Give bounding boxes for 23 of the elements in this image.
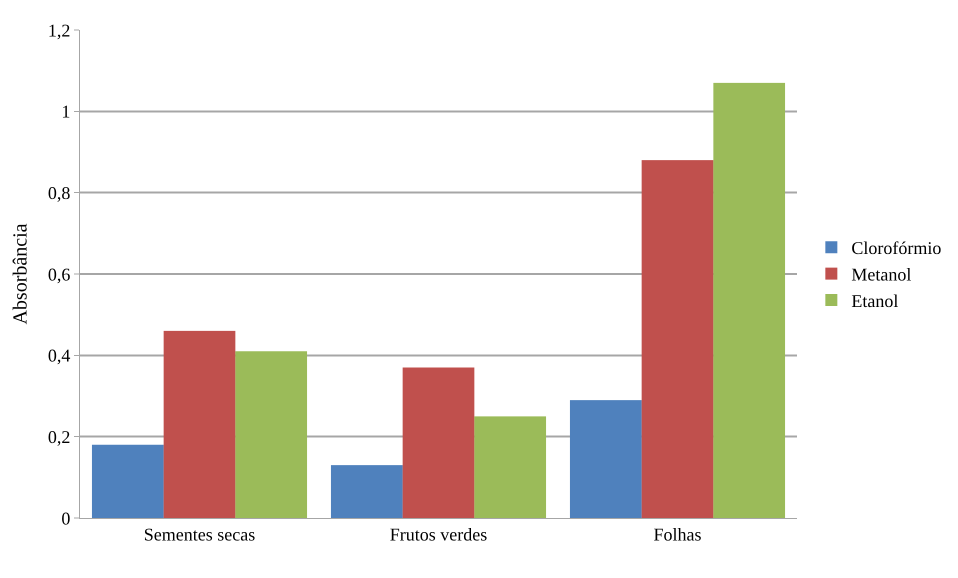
bar (330, 465, 403, 518)
y-tick-label: 1,2 (48, 20, 70, 40)
x-tick-label: Frutos verdes (390, 524, 488, 545)
bar (164, 330, 236, 518)
bar (713, 82, 786, 518)
y-axis-title: Absorbância (9, 223, 32, 325)
bar (92, 444, 164, 518)
x-tick-label: Folhas (653, 524, 702, 545)
bar (474, 416, 546, 518)
y-tick-label: 0,8 (48, 182, 70, 203)
bar (570, 400, 642, 518)
y-tick-label: 1 (61, 102, 70, 122)
legend-label: Metanol (851, 264, 912, 285)
y-tick-label: 0 (61, 508, 70, 528)
legend-label: Etanol (851, 291, 898, 312)
legend-label: Clorofórmio (851, 238, 942, 258)
bar (642, 160, 714, 518)
y-tick-label: 0,6 (48, 264, 70, 284)
y-tick-label: 0,2 (48, 426, 70, 447)
bar (402, 368, 474, 518)
x-tick-label: Sementes secas (144, 524, 256, 545)
y-tick-label: 0,4 (48, 346, 70, 366)
bar (235, 351, 308, 518)
